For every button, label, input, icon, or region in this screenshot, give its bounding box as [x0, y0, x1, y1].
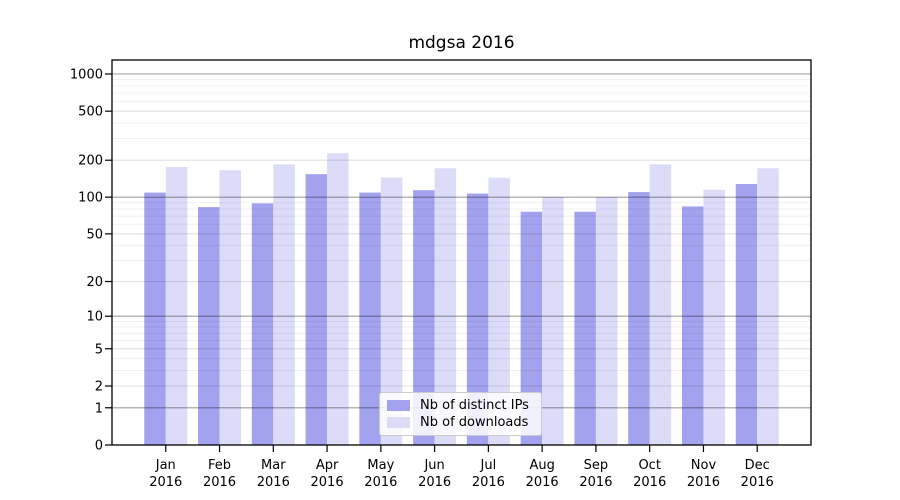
y-tick-label: 500 [78, 105, 103, 120]
y-tick-label: 2 [95, 380, 103, 395]
bar-distinct-ips-may [359, 192, 381, 445]
bar-downloads-dec [757, 168, 779, 445]
bar-downloads-oct [649, 164, 672, 445]
bar-distinct-ips-sep [574, 211, 596, 445]
x-tick-label-year: 2016 [257, 475, 290, 490]
y-tick-label: 50 [86, 227, 103, 242]
x-tick-label-month: Jun [423, 458, 444, 473]
legend-label-distinct-ips: Nb of distinct IPs [420, 398, 529, 413]
x-tick-label-year: 2016 [472, 475, 505, 490]
y-tick-label: 10 [86, 310, 103, 325]
x-tick-label-month: Oct [638, 458, 660, 473]
x-tick-label-year: 2016 [526, 475, 559, 490]
legend: Nb of distinct IPs Nb of downloads [379, 392, 542, 436]
x-tick-label-month: Aug [529, 458, 554, 473]
plot-frame [111, 59, 812, 446]
bar-distinct-ips-nov [681, 206, 704, 445]
bar-distinct-ips-mar [251, 203, 274, 445]
bar-distinct-ips-oct [628, 192, 650, 445]
x-tick-label-year: 2016 [687, 475, 720, 490]
x-tick-label-year: 2016 [364, 475, 397, 490]
chart-title: mdgsa 2016 [408, 33, 515, 53]
bar-downloads-feb [219, 170, 242, 445]
bar-downloads-jun [434, 168, 457, 445]
legend-label-downloads: Nb of downloads [420, 415, 529, 430]
bar-downloads-mar [273, 164, 295, 445]
bar-downloads-nov [703, 189, 725, 445]
bar-distinct-ips-dec [735, 184, 758, 445]
legend-entry-distinct-ips: Nb of distinct IPs [380, 397, 541, 414]
y-tick-label: 0 [95, 439, 103, 454]
bar-distinct-ips-jan [144, 192, 166, 445]
x-tick-label-month: Mar [261, 458, 286, 473]
legend-swatch-distinct-ips-icon [387, 400, 410, 411]
x-tick-label-year: 2016 [741, 475, 774, 490]
x-tick-label-year: 2016 [203, 475, 236, 490]
x-tick-label-year: 2016 [633, 475, 666, 490]
y-tick-label: 20 [86, 275, 103, 290]
x-tick-label-month: Dec [745, 458, 770, 473]
y-tick-label: 5 [95, 342, 103, 357]
x-tick-label-month: Sep [584, 458, 609, 473]
x-tick-label-year: 2016 [579, 475, 612, 490]
y-tick-label: 100 [78, 191, 103, 206]
x-tick-label-month: Feb [208, 458, 231, 473]
x-tick-label-month: Jul [480, 458, 497, 473]
y-tick-label: 1000 [70, 67, 103, 82]
x-tick-label-month: Apr [316, 458, 339, 473]
x-tick-label-year: 2016 [418, 475, 451, 490]
bar-distinct-ips-apr [305, 174, 328, 445]
bar-downloads-aug [542, 197, 564, 445]
x-tick-label-year: 2016 [311, 475, 344, 490]
x-tick-label-month: Nov [691, 458, 717, 473]
x-tick-label-month: May [367, 458, 394, 473]
bar-distinct-ips-jun [413, 190, 435, 445]
bar-downloads-jul [488, 177, 510, 446]
bar-distinct-ips-jul [466, 193, 489, 445]
bar-downloads-sep [595, 197, 618, 445]
bar-downloads-jan [165, 167, 188, 445]
legend-entry-downloads: Nb of downloads [380, 414, 541, 431]
bar-distinct-ips-aug [520, 211, 543, 445]
bar-distinct-ips-feb [198, 207, 220, 445]
legend-swatch-downloads-icon [387, 417, 410, 428]
y-tick-label: 200 [78, 154, 103, 169]
bar-downloads-apr [327, 153, 349, 446]
x-tick-label-month: Jan [155, 458, 176, 473]
x-tick-label-year: 2016 [149, 475, 182, 490]
bar-downloads-may [380, 177, 403, 446]
y-tick-label: 1 [95, 401, 103, 416]
